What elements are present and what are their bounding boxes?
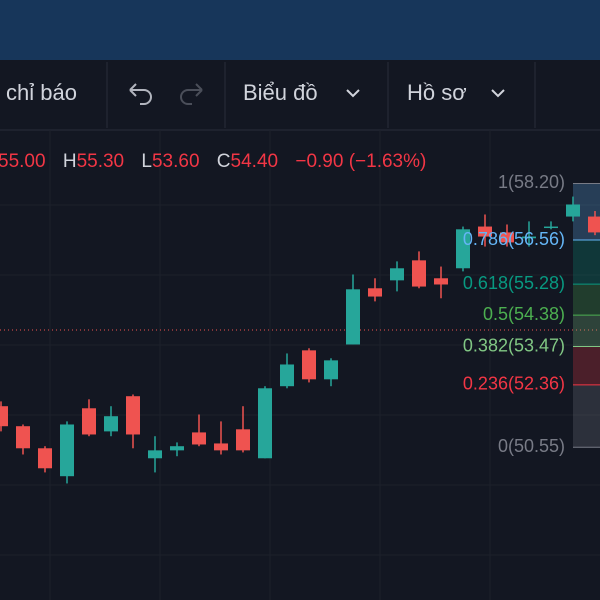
candle-body — [456, 229, 470, 269]
candle-body — [324, 360, 338, 380]
candle-body — [170, 446, 184, 451]
candle-body — [16, 426, 30, 449]
candle-body — [38, 448, 52, 469]
chevron — [346, 89, 360, 98]
close-letter: C — [217, 151, 231, 172]
candle-body — [0, 406, 8, 427]
candle-body — [148, 450, 162, 459]
candle-body — [302, 350, 316, 380]
candle-body — [478, 226, 492, 237]
fib-label: 0.236(52.36) — [463, 374, 565, 394]
candle-body — [192, 432, 206, 445]
candle-body — [434, 278, 448, 285]
open-value: 55.00 — [0, 151, 46, 172]
candle-body — [566, 204, 580, 217]
candle-body — [104, 416, 118, 432]
fib-label: 1(58.20) — [498, 172, 565, 192]
fib-band — [573, 384, 600, 448]
candle-body — [544, 226, 558, 229]
high-value: 55.30 — [77, 151, 125, 172]
candle-body — [522, 236, 536, 239]
close-value: 54.40 — [231, 151, 279, 172]
low-value: 53.60 — [152, 151, 200, 172]
fib-band — [573, 284, 600, 316]
chart: 1(58.20) 0.786(56.56) 0.618(55.28) 0.5(54.3… — [0, 172, 600, 484]
ohlc-legend: 55.00 H55.30 L53.60 C54.40 −0.90 (−1.63%… — [0, 151, 426, 172]
profile-menu[interactable]: Hồ sơ — [407, 80, 467, 105]
candle-body — [500, 232, 514, 243]
fib-band — [573, 315, 600, 347]
candle-body — [412, 260, 426, 287]
high-letter: H — [63, 151, 77, 172]
change-value: −0.90 (−1.63%) — [295, 151, 426, 172]
candle-body — [60, 424, 74, 477]
candle-body — [258, 388, 272, 459]
fib-band — [573, 240, 600, 285]
top-bar — [0, 0, 600, 60]
redo-icon[interactable] — [180, 83, 203, 105]
fib-label: 0.382(53.47) — [463, 335, 565, 355]
candle-body — [346, 289, 360, 345]
undo-icon[interactable] — [129, 83, 152, 105]
candle-body — [82, 408, 96, 435]
candle-body — [214, 443, 228, 451]
low-letter: L — [141, 151, 152, 172]
candle-body — [588, 216, 600, 233]
fib-label: 0.786(56.56) — [463, 229, 565, 249]
candle-body — [126, 396, 140, 435]
fib-label: 0(50.55) — [498, 436, 565, 456]
fib-label: 0.618(55.28) — [463, 273, 565, 293]
grid — [0, 130, 600, 600]
indicators-button[interactable]: chỉ báo — [6, 80, 77, 105]
fib-band — [573, 346, 600, 385]
candle-body — [280, 364, 294, 387]
candle-body — [390, 268, 404, 281]
chevron — [491, 89, 505, 98]
candle-body — [236, 429, 250, 451]
fib-label: 0.5(54.38) — [483, 304, 565, 324]
chart-menu[interactable]: Biểu đồ — [243, 80, 318, 105]
candle-body — [368, 288, 382, 297]
